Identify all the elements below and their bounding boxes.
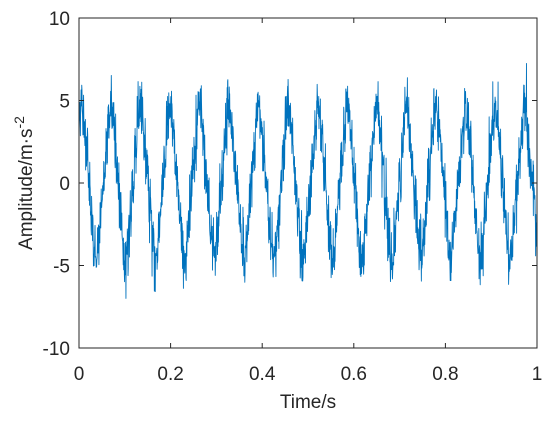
y-tick-label: -10: [43, 339, 70, 360]
x-tick-label: 0.4: [249, 364, 276, 385]
x-tick-label: 0: [74, 364, 85, 385]
y-tick-label: 0: [59, 174, 70, 195]
tick-layer: [78, 17, 538, 349]
y-axis-label-superscript: -2: [11, 116, 27, 129]
x-tick-label: 0.6: [341, 364, 367, 385]
series-line: [78, 62, 538, 299]
y-tick-label: -5: [53, 257, 70, 278]
x-tick-label: 0.2: [157, 364, 183, 385]
series-layer: [78, 62, 538, 299]
x-tick-label: 1: [532, 364, 543, 385]
y-axis-label-main: Amplitude/m·s: [16, 129, 37, 250]
y-axis-label: Amplitude/m·s-2: [11, 116, 37, 250]
y-tick-label: 10: [49, 9, 70, 30]
x-axis-label: Time/s: [280, 392, 336, 413]
x-tick-label: 0.8: [432, 364, 458, 385]
y-tick-label: 5: [59, 92, 70, 113]
